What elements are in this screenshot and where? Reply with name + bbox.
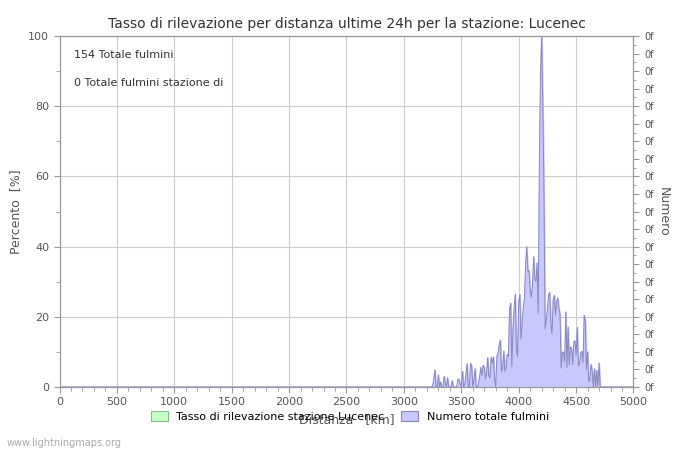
Title: Tasso di rilevazione per distanza ultime 24h per la stazione: Lucenec: Tasso di rilevazione per distanza ultime… [108, 17, 585, 31]
Y-axis label: Percento  [%]: Percento [%] [10, 169, 22, 254]
Y-axis label: Numero: Numero [657, 187, 670, 236]
Legend: Tasso di rilevazione stazione Lucenec, Numero totale fulmini: Tasso di rilevazione stazione Lucenec, N… [146, 407, 554, 427]
Text: 154 Totale fulmini: 154 Totale fulmini [74, 50, 174, 60]
X-axis label: Distanza   [km]: Distanza [km] [299, 413, 394, 426]
Text: www.lightningmaps.org: www.lightningmaps.org [7, 438, 122, 448]
Text: 0 Totale fulmini stazione di: 0 Totale fulmini stazione di [74, 78, 223, 88]
